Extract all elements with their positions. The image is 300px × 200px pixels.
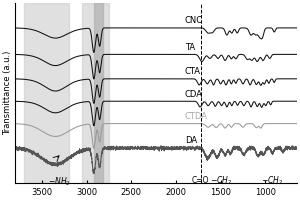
Text: C=O: C=O — [191, 176, 209, 185]
Text: CDA: CDA — [185, 90, 203, 99]
Bar — [82, 3, 109, 183]
Bar — [24, 3, 69, 183]
Y-axis label: Transmittance (a.u.): Transmittance (a.u.) — [4, 51, 13, 135]
Bar — [94, 3, 103, 183]
Text: $-NH_2$: $-NH_2$ — [48, 176, 70, 188]
Text: TA: TA — [185, 43, 195, 52]
Text: CNC: CNC — [185, 16, 203, 25]
Text: $-CH_2$: $-CH_2$ — [210, 175, 233, 187]
Text: $-CH_2$: $-CH_2$ — [261, 175, 284, 187]
Text: CTA: CTA — [185, 67, 201, 76]
Text: DA: DA — [185, 136, 197, 145]
Text: CTDA: CTDA — [185, 112, 208, 121]
